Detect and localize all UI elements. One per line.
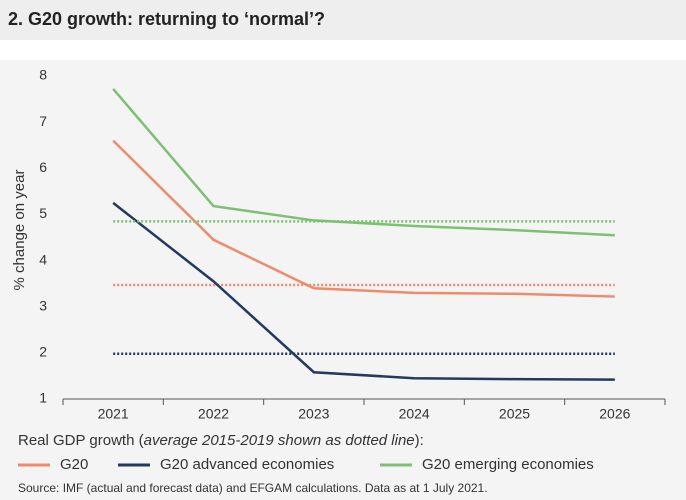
y-tick-label: 8 [39,67,47,83]
legend-label: G20 emerging economies [422,456,594,473]
source: Source: IMF (actual and forecast data) a… [18,481,488,495]
series-line [112,88,615,237]
legend-note-part: average 2015-2019 shown as dotted line [144,432,415,449]
y-tick-label: 5 [39,205,47,221]
x-tick-label: 2023 [298,406,329,422]
chart-title: 2. G20 growth: returning to ‘normal’? [8,9,325,29]
title-bar [0,0,686,40]
y-tick-label: 2 [39,344,47,360]
series-line [112,139,615,298]
legend-label: G20 advanced economies [160,456,334,473]
legend-label: G20 [60,456,88,473]
legend-note-part: ): [415,432,424,449]
x-tick-label: 2024 [399,406,430,422]
series-line [112,201,615,381]
y-axis-label: % change on year [11,170,28,291]
x-tick-label: 2022 [198,406,229,422]
y-tick-label: 1 [39,390,47,406]
x-tick-label: 2026 [599,406,630,422]
chart-background [0,60,686,500]
legend-note-part: Real GDP growth ( [18,432,144,449]
y-tick-label: 6 [39,159,47,175]
x-tick-label: 2021 [98,406,129,422]
y-tick-label: 7 [39,113,47,129]
y-tick-label: 3 [39,297,47,313]
y-tick-label: 4 [39,251,47,267]
legend-note: Real GDP growth (average 2015-2019 shown… [18,432,424,449]
x-tick-label: 2025 [499,406,530,422]
